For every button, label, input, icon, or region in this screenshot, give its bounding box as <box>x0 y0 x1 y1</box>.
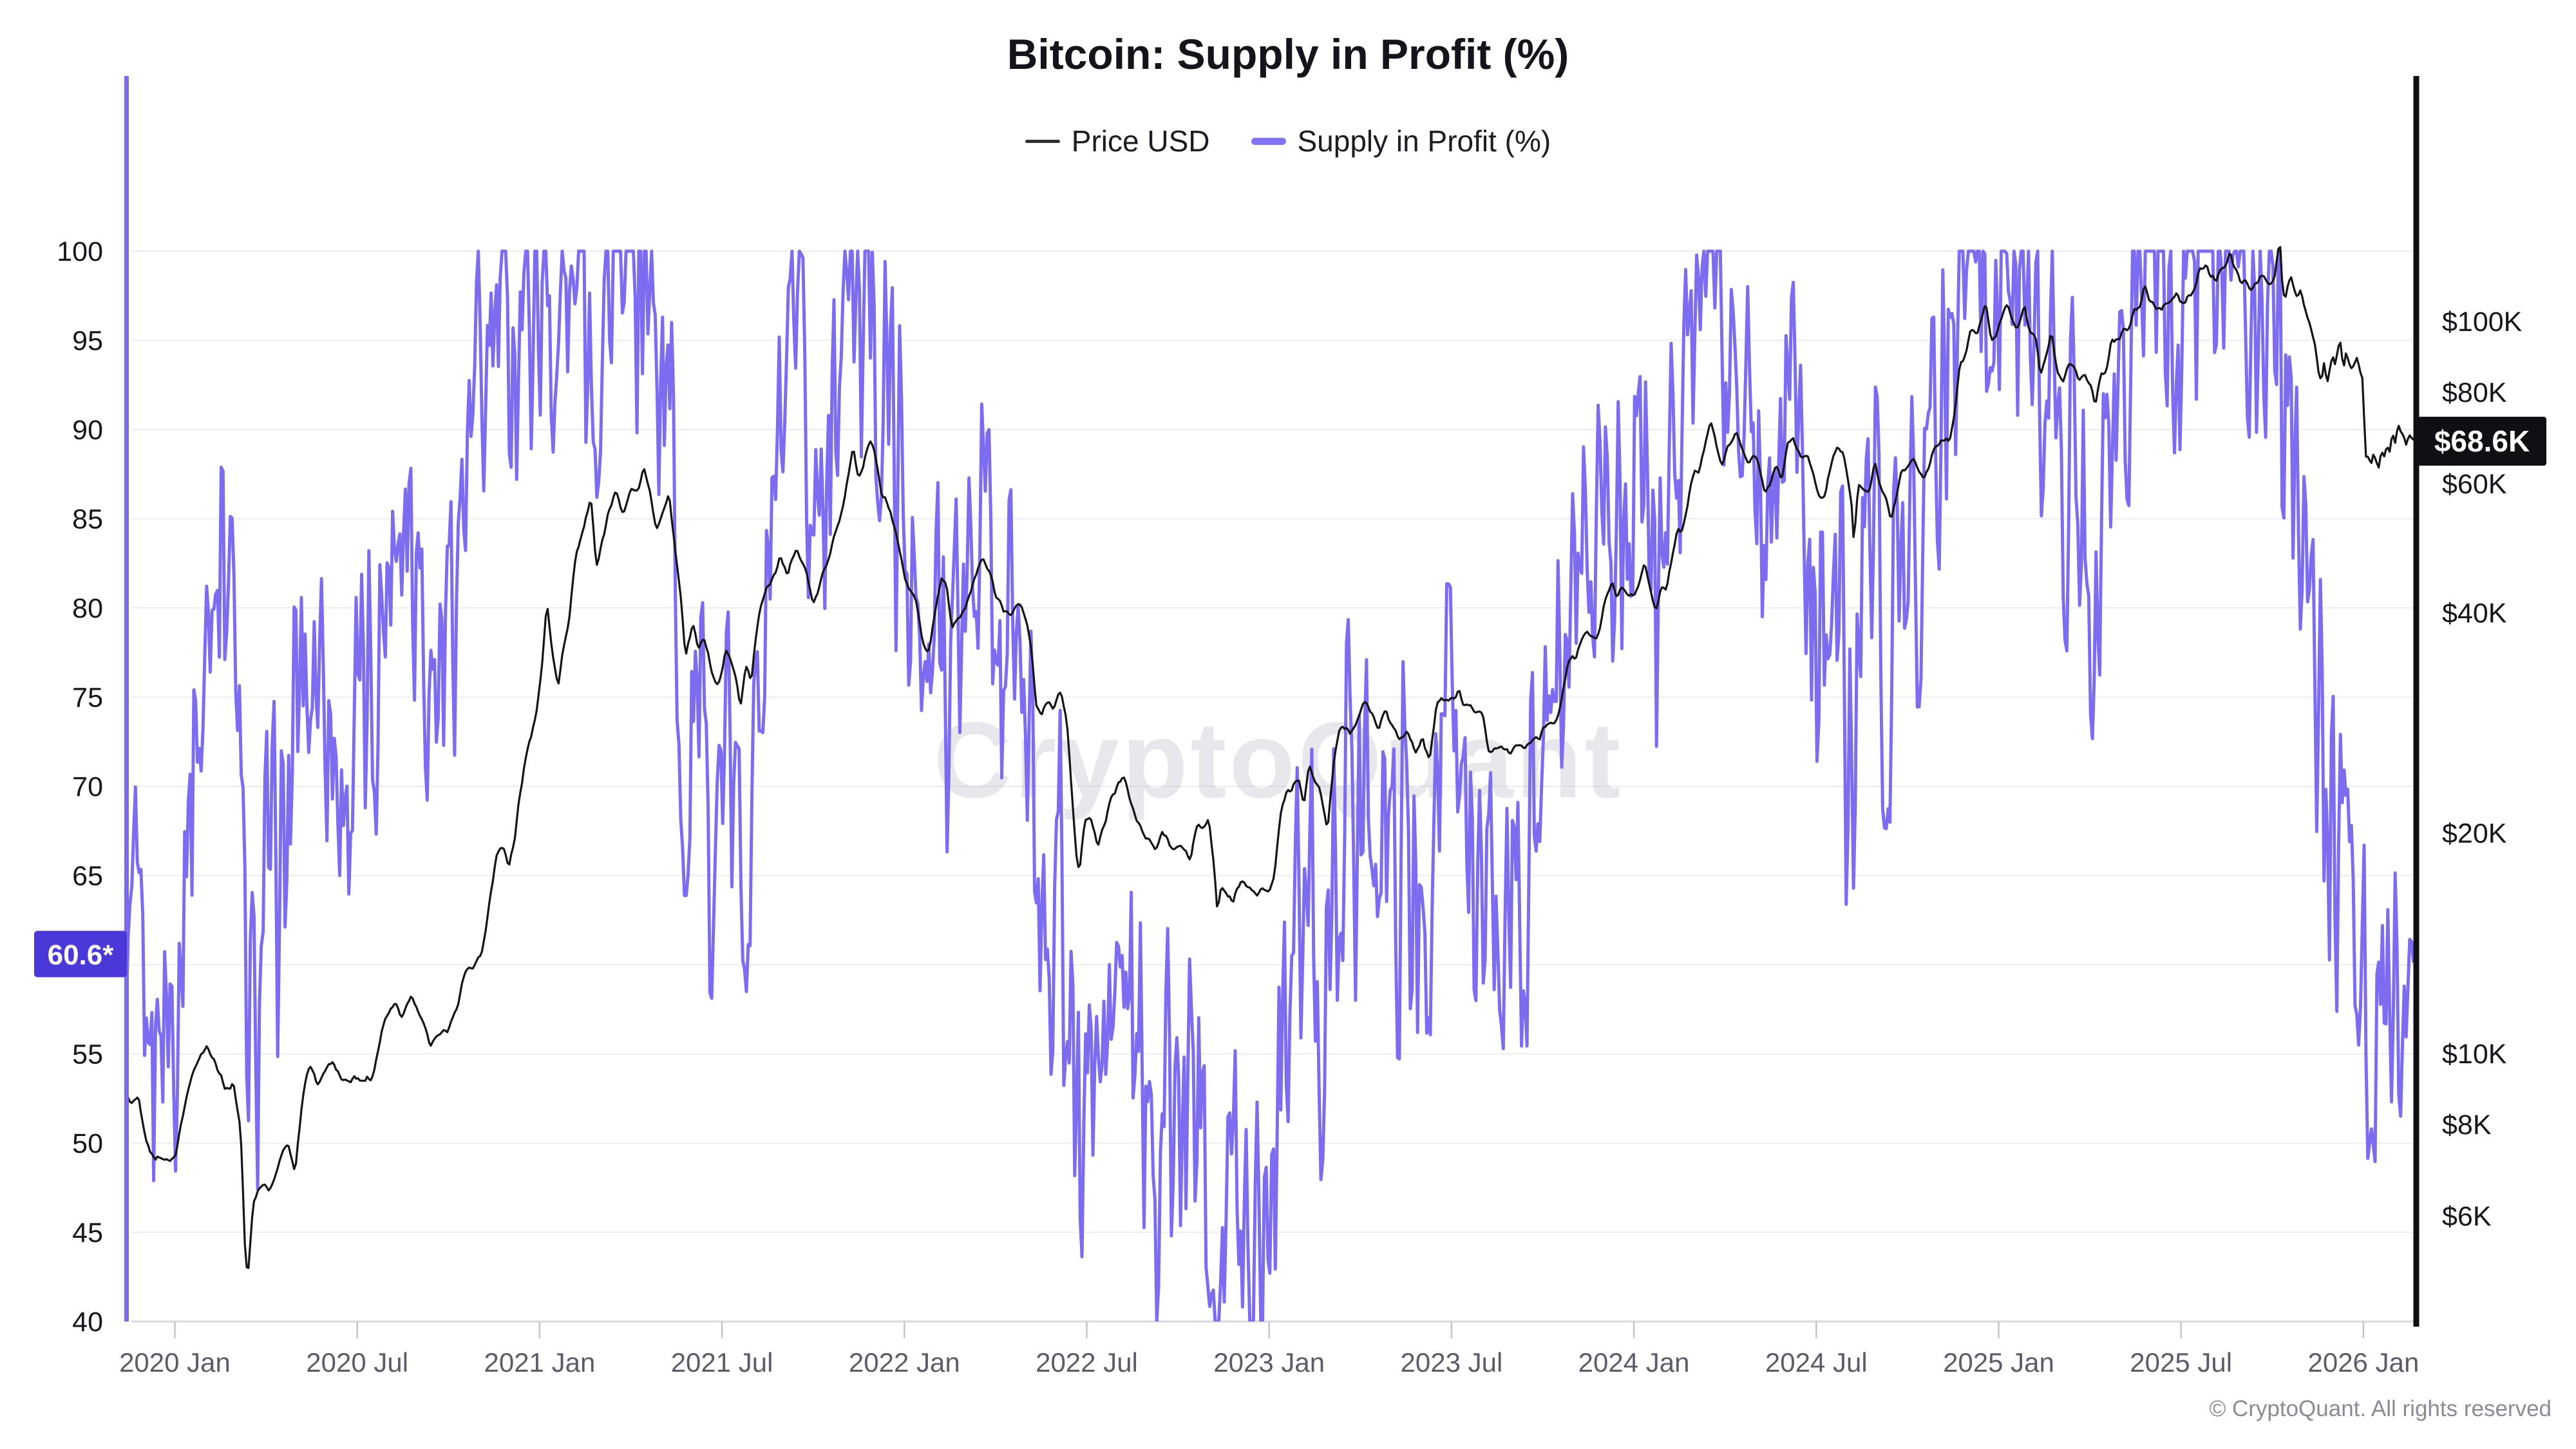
price-usd-line <box>129 246 2415 1269</box>
right-axis-tick-label: $6K <box>2442 1201 2492 1232</box>
legend-swatch-icon <box>1251 137 1286 145</box>
left-axis-tick-label: 40 <box>72 1307 103 1338</box>
x-tick-label: 2024 Jan <box>1578 1347 1690 1378</box>
legend-item-supply-in-profit[interactable]: Supply in Profit (%) <box>1251 124 1551 158</box>
left-axis-tick-label: 70 <box>72 772 103 802</box>
right-axis-tick-label: $40K <box>2442 598 2507 629</box>
left-axis-tick-label: 65 <box>72 861 103 892</box>
right-axis-tick-label: $100K <box>2442 307 2523 337</box>
x-tick-label: 2023 Jul <box>1401 1347 1503 1378</box>
x-tick-label: 2025 Jan <box>1943 1347 2054 1378</box>
x-tick-label: 2020 Jul <box>306 1347 408 1378</box>
left-axis-tick-label: 85 <box>72 504 103 535</box>
legend: Price USD Supply in Profit (%) <box>0 124 2576 158</box>
x-tick-label: 2021 Jul <box>671 1347 773 1378</box>
legend-item-label: Supply in Profit (%) <box>1298 124 1551 158</box>
copyright-text: © CryptoQuant. All rights reserved <box>2209 1396 2552 1421</box>
x-tick-label: 2021 Jan <box>484 1347 595 1378</box>
x-tick-label: 2026 Jan <box>2307 1347 2419 1378</box>
x-tick-label: 2022 Jul <box>1036 1347 1138 1378</box>
x-tick-label: 2022 Jan <box>849 1347 960 1378</box>
right-axis-tick-label: $60K <box>2442 469 2507 500</box>
x-tick-label: 2023 Jan <box>1213 1347 1325 1378</box>
x-tick-label: 2025 Jul <box>2130 1347 2232 1378</box>
right-axis-tick-label: $80K <box>2442 377 2507 408</box>
right-axis-tick-label: $10K <box>2442 1039 2507 1070</box>
left-badge-label: 60.6* <box>48 939 115 971</box>
right-axis-tick-label: $20K <box>2442 819 2507 849</box>
left-axis-tick-label: 80 <box>72 593 103 624</box>
left-axis-tick-label: 95 <box>72 326 103 357</box>
right-axis-tick-label: $8K <box>2442 1110 2492 1141</box>
left-axis-tick-label: 100 <box>57 236 103 267</box>
plot-area[interactable] <box>129 76 2415 1321</box>
left-axis-tick-label: 90 <box>72 415 103 446</box>
supply-in-profit-line <box>129 249 2415 1321</box>
x-tick-label: 2024 Jul <box>1765 1347 1868 1378</box>
legend-item-price-usd[interactable]: Price USD <box>1025 124 1210 158</box>
legend-item-label: Price USD <box>1072 124 1210 158</box>
x-tick-label: 2020 Jan <box>119 1347 231 1378</box>
right-axis-current-value-badge <box>2418 417 2546 466</box>
left-axis-tick-label: 45 <box>72 1218 103 1249</box>
left-axis-tick-label: 50 <box>72 1128 103 1159</box>
left-axis-current-value-badge <box>34 931 127 978</box>
legend-swatch-icon <box>1025 139 1060 143</box>
right-badge-label: $68.6K <box>2434 424 2530 458</box>
watermark-text: CryptoQuant <box>934 699 1624 820</box>
page-title: Bitcoin: Supply in Profit (%) <box>1007 30 1569 78</box>
left-axis-tick-label: 75 <box>72 683 103 714</box>
left-axis-tick-label: 55 <box>72 1039 103 1070</box>
